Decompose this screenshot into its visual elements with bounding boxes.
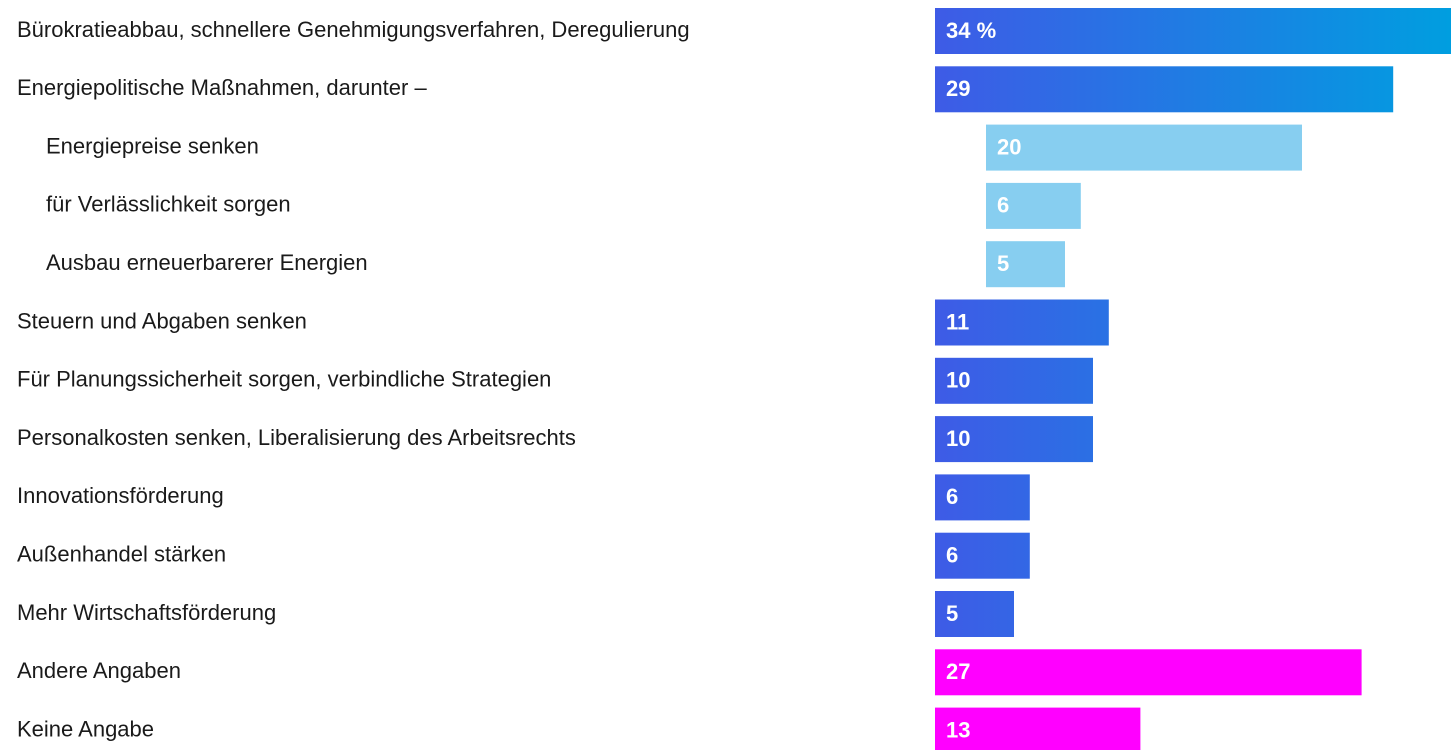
bar [935,299,1109,346]
bar [986,241,1065,288]
bar [935,66,1394,113]
category-label: Personalkosten senken, Liberalisierung d… [17,425,576,450]
category-label: Ausbau erneuerbarerer Energien [46,250,368,275]
value-label: 10 [946,368,970,393]
value-label: 27 [946,659,970,684]
value-label: 5 [997,251,1009,276]
value-label: 11 [946,309,969,334]
value-label: 6 [946,543,958,568]
category-label: Keine Angabe [17,716,154,741]
category-label: Außenhandel stärken [17,542,226,567]
bar [935,474,1030,521]
category-label: Energiepreise senken [46,133,259,158]
value-label: 6 [946,484,958,509]
value-label: 20 [997,134,1021,159]
bar [935,591,1014,637]
value-label: 6 [997,193,1009,218]
bar [935,8,1451,54]
category-label: Mehr Wirtschaftsförderung [17,600,276,625]
category-label: Für Planungssicherheit sorgen, verbindli… [17,367,551,392]
value-label: 13 [946,717,970,742]
value-label: 29 [946,76,970,101]
bar [935,649,1362,696]
category-label: Steuern und Abgaben senken [17,308,307,333]
category-label: Innovationsförderung [17,483,224,508]
bar [986,124,1302,171]
category-label: Energiepolitische Maßnahmen, darunter – [17,75,427,100]
bar [935,357,1093,404]
value-label: 34 % [946,18,996,43]
category-label: Bürokratieabbau, schnellere Genehmigungs… [17,17,690,42]
bar [935,416,1093,463]
value-label: 10 [946,426,970,451]
bar [935,707,1141,750]
bar [935,532,1030,579]
category-label: Andere Angaben [17,658,181,683]
category-label: für Verlässlichkeit sorgen [46,192,291,217]
value-label: 5 [946,601,958,626]
bar [986,182,1081,229]
